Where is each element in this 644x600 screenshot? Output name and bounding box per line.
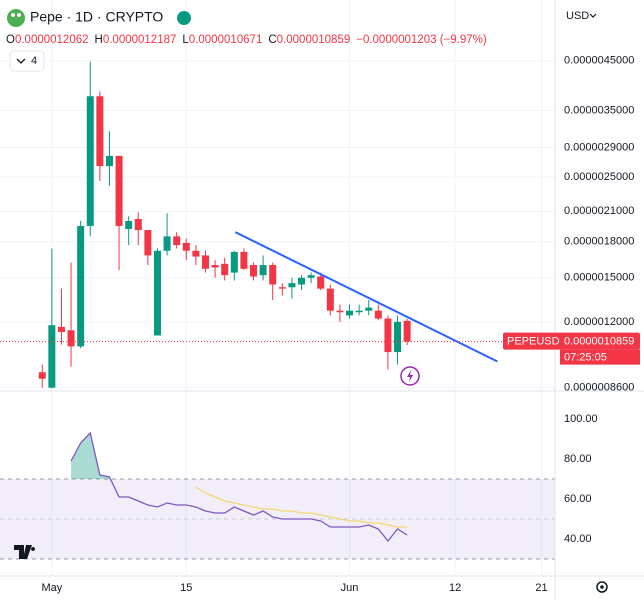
symbol-logo-eye <box>17 13 21 17</box>
candle-body <box>57 326 65 333</box>
candle-body <box>77 225 85 347</box>
candle-body <box>105 155 113 167</box>
candle-body <box>86 96 94 226</box>
candle-body <box>153 250 161 336</box>
market-status[interactable] <box>177 11 191 25</box>
ohlc-value: 0.0000010859 <box>277 34 351 46</box>
candle-body <box>96 96 104 167</box>
lightning-bolt <box>407 370 413 382</box>
price-tag-symbol: PEPEUSD <box>507 336 560 348</box>
settings-icon[interactable] <box>596 581 608 593</box>
price-tag-value: 0.0000010859 <box>564 336 634 348</box>
lightning-icon[interactable] <box>400 366 420 386</box>
y-tick-label: 80.00 <box>564 453 592 465</box>
ohlc-key: C <box>268 34 276 46</box>
candle-body <box>211 265 219 268</box>
candle-body <box>230 251 238 273</box>
candle-body <box>374 310 382 319</box>
y-tick-label: 0.0000029000 <box>564 141 634 153</box>
candle-body <box>384 318 392 353</box>
candle-body <box>365 307 373 311</box>
candle-body <box>38 372 46 379</box>
candle-body <box>48 325 56 388</box>
rsi-band-fill <box>0 479 555 559</box>
symbol-title: Pepe · 1D · CRYPTO <box>30 9 163 25</box>
y-tick-label: 0.0000012000 <box>564 316 634 328</box>
candle-body <box>201 255 209 269</box>
candle-body <box>134 218 142 231</box>
rsi-line <box>195 486 408 528</box>
candle-body <box>259 265 267 276</box>
candle-body <box>221 263 229 276</box>
ohlc-key: H <box>95 34 103 46</box>
y-tick-label: 0.0000015000 <box>564 272 634 284</box>
y-tick-label: 0.0000008600 <box>564 382 634 394</box>
indicator-toggle[interactable] <box>9 50 45 72</box>
candle-body <box>403 320 411 342</box>
candle-body <box>269 265 277 285</box>
rsi-line <box>70 431 408 543</box>
candle-body <box>355 310 363 313</box>
y-tick-label: 0.0000021000 <box>564 205 634 217</box>
ohlc-value: 0.0000010671 <box>189 34 263 46</box>
candle-body <box>298 277 306 285</box>
ohlc-key: L <box>182 34 189 46</box>
x-tick-label: 12 <box>449 582 461 594</box>
countdown: 07:25:05 <box>564 352 607 364</box>
y-tick-label: 100.00 <box>564 413 598 425</box>
chevron-icon <box>16 58 26 64</box>
y-tick-label: 0.0000045000 <box>564 55 634 67</box>
indicator-count: 4 <box>31 55 37 67</box>
trend-line <box>234 231 498 363</box>
candle-body <box>192 250 200 257</box>
candle-body <box>182 242 190 251</box>
x-tick-label: Jun <box>341 582 359 594</box>
candle-body <box>394 321 402 353</box>
y-tick-label: 0.0000018000 <box>564 236 634 248</box>
ohlc-key: O <box>6 34 15 46</box>
countdown-tag <box>560 349 640 365</box>
candle-body <box>249 265 257 277</box>
candle-body <box>336 310 344 313</box>
candle-body <box>307 275 315 278</box>
change-value: −0.0000001203 (−9.97%) <box>356 34 487 46</box>
candle-body <box>317 276 325 289</box>
candle-body <box>144 230 152 256</box>
candle-body <box>278 287 286 289</box>
y-tick-label: 40.00 <box>564 533 592 545</box>
currency-selector[interactable]: USD <box>566 10 589 22</box>
ohlc-value: 0.0000012062 <box>15 34 89 46</box>
x-tick-label: 15 <box>180 582 192 594</box>
y-tick-label: 0.0000035000 <box>564 104 634 116</box>
y-tick-label: 60.00 <box>564 493 592 505</box>
candle-body <box>288 283 296 288</box>
tv-logo <box>14 545 36 559</box>
candle-body <box>163 236 171 251</box>
candle-body <box>346 310 354 316</box>
candle-body <box>125 220 133 230</box>
ohlc-value: 0.0000012187 <box>103 34 177 46</box>
x-tick-label: May <box>41 582 62 594</box>
candle-body <box>173 236 181 246</box>
y-tick-label: 0.0000025000 <box>564 171 634 183</box>
symbol-logo-eye <box>11 13 15 17</box>
symbol-logo <box>7 9 25 27</box>
ohlc-legend: O0.0000012062 H0.0000012187 L0.0000010671 C… <box>6 34 487 46</box>
settings-icon-center <box>600 585 604 589</box>
candle-body <box>115 155 123 226</box>
candle-body <box>240 251 248 269</box>
chevron-icon <box>589 13 597 18</box>
candle-body <box>326 288 334 311</box>
price-tag <box>503 332 640 350</box>
x-tick-label: 21 <box>535 582 547 594</box>
candle-body <box>67 330 75 347</box>
